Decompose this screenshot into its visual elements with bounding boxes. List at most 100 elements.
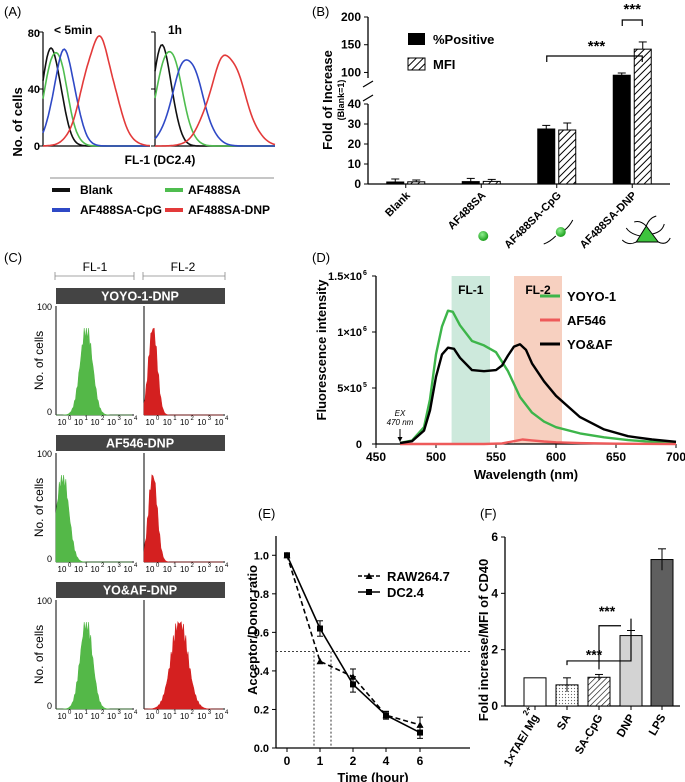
x-axis-label: Time (hour): [337, 770, 408, 782]
histogram-af488sa-dnp: [42, 35, 151, 147]
data-point-square: [350, 681, 356, 688]
row-header-label: YO&AF-DNP: [103, 584, 177, 598]
x-tick-exponent: 2: [191, 416, 195, 422]
panel-c-letter: (C): [4, 250, 22, 265]
y-tick-label: 0: [47, 554, 52, 564]
row-header-label: YOYO-1-DNP: [101, 290, 179, 304]
y-tick-exponent: 6: [363, 270, 367, 277]
panel-b-ylabel: Fold of Increase: [320, 50, 335, 150]
fl1-histogram: [55, 474, 132, 563]
y-tick-exponent: 6: [363, 326, 367, 333]
significance-bracket: [621, 19, 643, 26]
legend-label: YOYO-1: [567, 289, 616, 304]
data-point-square: [383, 712, 389, 719]
x-tick-label: SA: [555, 713, 573, 733]
y-tick-label: 0: [491, 699, 498, 713]
x-tick-label: 10: [91, 565, 100, 574]
x-tick-label: 1×TAE/ Mg: [502, 713, 542, 769]
streptavidin-ball-icon: [478, 231, 489, 241]
y-tick-label: 0: [47, 407, 52, 417]
x-tick-exponent: 4: [225, 416, 229, 422]
x-tick-label: 600: [546, 450, 566, 464]
row-header-bar: [56, 435, 225, 451]
axis-break-mark: [362, 80, 374, 88]
y-tick-label: 100: [37, 449, 52, 459]
bar-mfi: [558, 129, 577, 185]
x-tick-exponent: 2: [191, 710, 195, 716]
y-tick-label: 10: [348, 157, 362, 171]
bar-mfi: [482, 180, 501, 185]
y-tick-label: 100: [37, 302, 52, 312]
x-tick-exponent: 2: [191, 563, 195, 569]
x-tick-exponent: 1: [85, 416, 89, 422]
data-point-triangle: [316, 657, 324, 665]
x-tick-label: 10: [146, 565, 155, 574]
x-tick-exponent: 4: [134, 710, 138, 716]
x-tick-exponent: 2: [101, 563, 105, 569]
x-tick-exponent: 3: [118, 710, 122, 716]
panel-a: (A) No. of cells 80 40 0 < 5min 1h FL-1 …: [4, 4, 276, 217]
significance-bracket: [546, 55, 643, 62]
bar: [587, 676, 611, 707]
panel-b-bar-chart: 0 10 20 30 40 100 150 200 Blank AF488SA AF488SA-Cp…: [341, 1, 671, 251]
x-tick-label: 10: [58, 565, 67, 574]
x-tick-label: 650: [606, 450, 626, 464]
data-point-triangle: [416, 721, 424, 728]
legend-label-af488sa-cpg: AF488SA-CpG: [80, 203, 162, 217]
panel-f-letter: (F): [480, 506, 497, 521]
x-tick-exponent: 0: [156, 710, 160, 716]
data-point-square: [284, 552, 290, 559]
panel-a-ytick: 80: [28, 28, 40, 40]
y-tick-label: 1×10: [337, 327, 362, 339]
x-tick-label: 10: [107, 712, 116, 721]
x-tick-label: 10: [107, 418, 116, 427]
y-tick-label: 1.0: [254, 550, 269, 562]
x-tick-label: 10: [197, 565, 206, 574]
row-ylabel: No. of cells: [32, 625, 46, 684]
data-point-square: [417, 729, 423, 736]
y-tick-exponent: 5: [363, 382, 367, 389]
dnp-strand: [621, 215, 671, 245]
x-tick-exponent: 1: [85, 710, 89, 716]
x-tick-label: 10: [215, 565, 224, 574]
panel-a-subtitle-1h: 1h: [168, 23, 182, 37]
x-tick-label: 10: [124, 712, 133, 721]
axis-break-mark: [362, 94, 374, 102]
x-tick-label: 0: [284, 754, 291, 768]
x-tick-label: 10: [180, 418, 189, 427]
x-tick-exponent: 3: [208, 416, 212, 422]
fl1-band: [451, 276, 490, 444]
significance-label: ***: [623, 1, 641, 18]
legend-label-blank: Blank: [80, 183, 113, 197]
x-tick-label: 6: [417, 754, 424, 768]
x-tick-exponent: 0: [68, 710, 72, 716]
x-tick-exponent: 3: [118, 563, 122, 569]
cpg-conjugate-icon: [555, 227, 566, 237]
x-tick-label: DNP: [615, 712, 638, 739]
panel-a-letter: (A): [4, 4, 21, 19]
legend-label: YO&AF: [567, 337, 613, 352]
row-header-bar: [56, 582, 225, 598]
histogram-af488sa: [42, 51, 150, 147]
legend-label: RAW264.7: [387, 569, 450, 584]
bar-pct-positive: [612, 74, 631, 185]
x-tick-label: 10: [197, 712, 206, 721]
x-tick-label: 10: [58, 418, 67, 427]
histogram-af488sa-dnp: [155, 54, 276, 147]
x-tick-exponent: 4: [225, 563, 229, 569]
bar-mfi: [407, 181, 426, 185]
legend-swatch-mfi: [407, 57, 426, 71]
y-tick-label: 0.2: [254, 704, 269, 716]
dnp-tetrahedron-icon: [635, 225, 660, 243]
x-tick-label: 10: [180, 565, 189, 574]
spectrum-yo-af: [399, 343, 677, 445]
y-tick-label: 2: [491, 643, 498, 657]
x-tick-label: 10: [74, 418, 83, 427]
panel-c-col-fl2: FL-2: [171, 260, 196, 274]
fl2-histogram: [144, 621, 223, 710]
panel-e: (E) Acceptor/Donor ratio 0.0 0.2 0.4 0.6 0.8…: [245, 506, 470, 782]
bar-pct-positive: [386, 181, 405, 185]
